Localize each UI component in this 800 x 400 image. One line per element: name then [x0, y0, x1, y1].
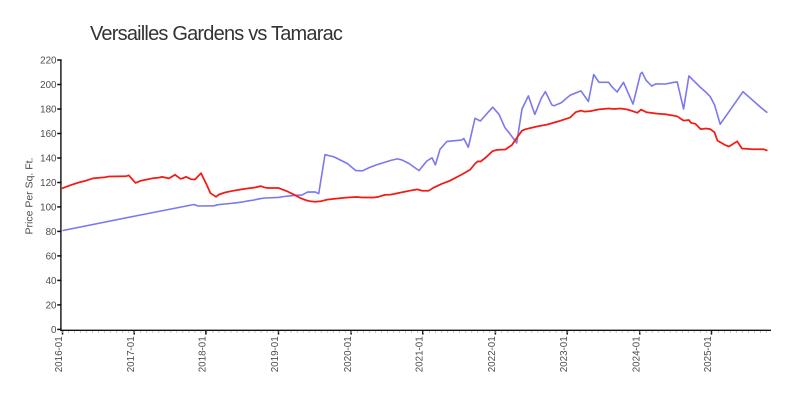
svg-text:180: 180: [40, 105, 57, 116]
svg-text:Versailles Gardens vs Tamarac: Versailles Gardens vs Tamarac: [90, 23, 343, 45]
svg-text:0: 0: [51, 325, 57, 336]
svg-text:2025-01: 2025-01: [703, 336, 714, 372]
svg-text:120: 120: [40, 178, 57, 189]
svg-text:2023-01: 2023-01: [559, 336, 570, 372]
svg-text:2018-01: 2018-01: [198, 336, 209, 372]
svg-text:140: 140: [40, 154, 57, 165]
svg-text:100: 100: [40, 203, 57, 214]
svg-text:20: 20: [46, 301, 57, 312]
svg-text:80: 80: [46, 227, 57, 238]
svg-text:2020-01: 2020-01: [343, 336, 354, 372]
svg-text:2024-01: 2024-01: [632, 336, 643, 372]
svg-text:2017-01: 2017-01: [126, 336, 137, 372]
svg-text:220: 220: [40, 56, 57, 67]
svg-text:2021-01: 2021-01: [415, 336, 426, 372]
svg-text:Price Per Sq. Ft.: Price Per Sq. Ft.: [23, 157, 35, 234]
svg-text:2019-01: 2019-01: [270, 336, 281, 372]
svg-text:60: 60: [46, 252, 57, 263]
svg-text:200: 200: [40, 80, 57, 91]
svg-text:2022-01: 2022-01: [487, 336, 498, 372]
svg-text:2016-01: 2016-01: [54, 336, 65, 372]
svg-text:160: 160: [40, 129, 57, 140]
svg-text:40: 40: [46, 276, 57, 287]
